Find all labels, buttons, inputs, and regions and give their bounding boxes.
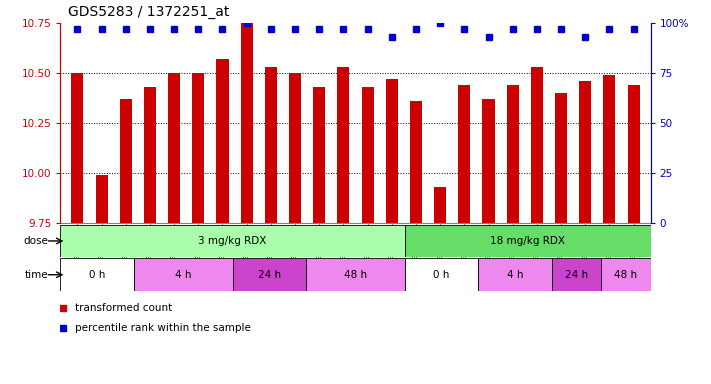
Bar [410, 101, 422, 223]
Bar [306, 258, 405, 291]
Bar [459, 85, 471, 223]
Bar [579, 81, 592, 223]
Bar [119, 99, 132, 223]
Bar [604, 75, 616, 223]
Bar [479, 258, 552, 291]
Bar [405, 258, 479, 291]
Bar [144, 87, 156, 223]
Bar [386, 79, 398, 223]
Bar [232, 258, 306, 291]
Text: 48 h: 48 h [614, 270, 638, 280]
Text: dose: dose [23, 236, 48, 246]
Bar [95, 175, 107, 223]
Bar [602, 258, 651, 291]
Bar [313, 87, 325, 223]
Text: 3 mg/kg RDX: 3 mg/kg RDX [198, 236, 267, 246]
Text: 0 h: 0 h [434, 270, 450, 280]
Bar [531, 67, 543, 223]
Text: 4 h: 4 h [175, 270, 192, 280]
Text: 24 h: 24 h [258, 270, 281, 280]
Bar [552, 258, 602, 291]
Text: 4 h: 4 h [507, 270, 523, 280]
Bar [555, 93, 567, 223]
Text: 48 h: 48 h [344, 270, 367, 280]
Bar [337, 67, 349, 223]
Bar [264, 67, 277, 223]
Bar [216, 59, 228, 223]
Bar [240, 23, 252, 223]
Text: GDS5283 / 1372251_at: GDS5283 / 1372251_at [68, 5, 229, 19]
Bar [134, 258, 232, 291]
Bar [60, 225, 405, 257]
Bar [405, 225, 651, 257]
Bar [434, 187, 447, 223]
Bar [60, 258, 134, 291]
Text: 24 h: 24 h [565, 270, 589, 280]
Text: percentile rank within the sample: percentile rank within the sample [75, 323, 251, 333]
Bar [71, 73, 83, 223]
Bar [507, 85, 519, 223]
Text: 0 h: 0 h [89, 270, 105, 280]
Text: 18 mg/kg RDX: 18 mg/kg RDX [490, 236, 565, 246]
Text: time: time [24, 270, 48, 280]
Text: transformed count: transformed count [75, 303, 173, 313]
Bar [628, 85, 640, 223]
Bar [168, 73, 180, 223]
Bar [483, 99, 495, 223]
Bar [362, 87, 374, 223]
Bar [289, 73, 301, 223]
Bar [192, 73, 204, 223]
